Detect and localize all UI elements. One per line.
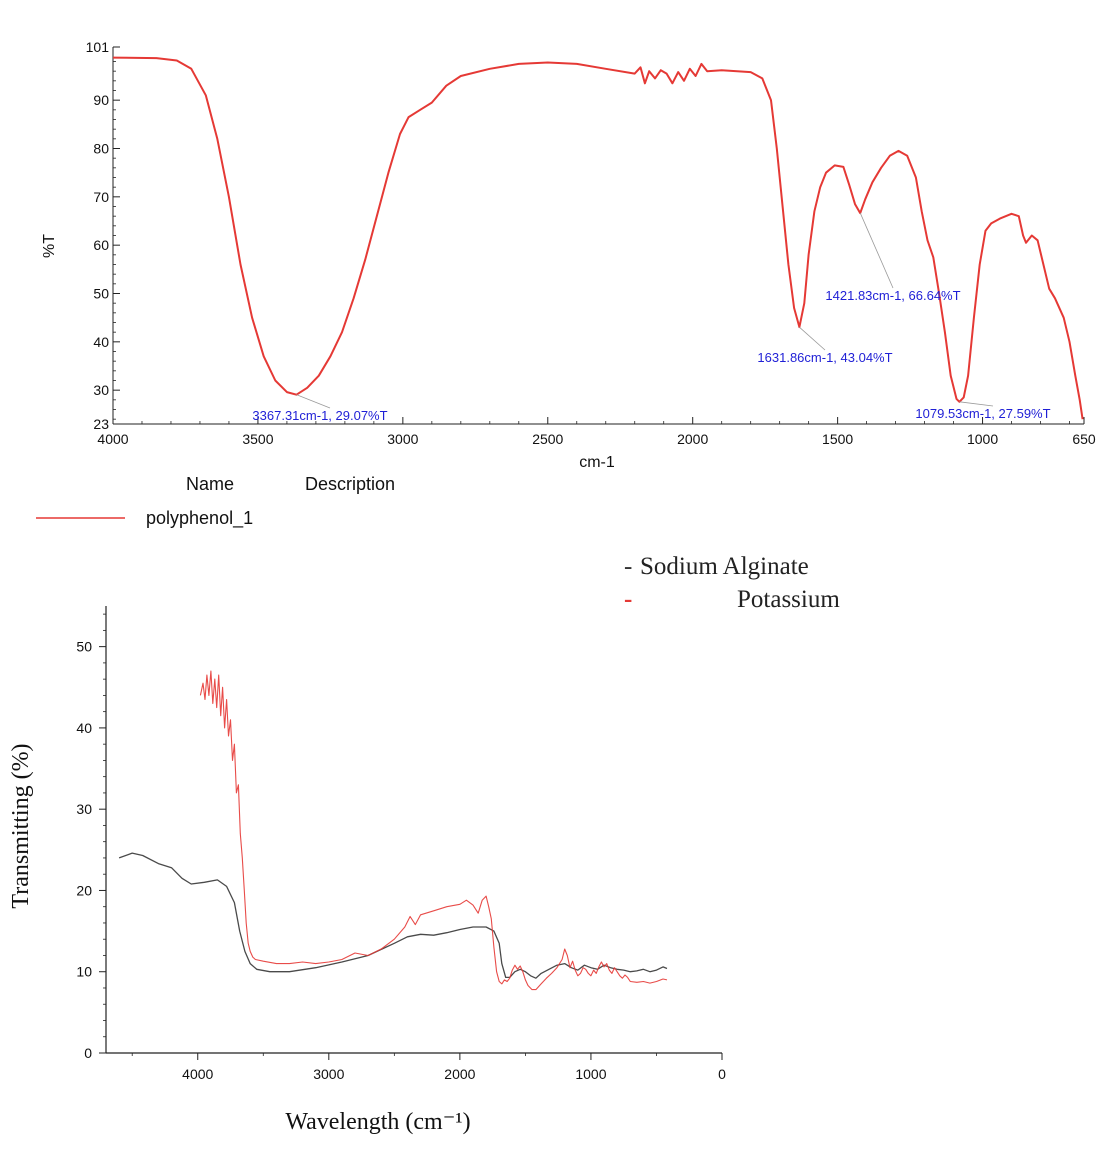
y-tick-label: 30: [93, 382, 109, 398]
legend-label-polyphenol: polyphenol_1: [146, 508, 253, 529]
y-tick-label: 101: [86, 39, 110, 55]
peak-annotation: 1631.86cm-1, 43.04%T: [757, 350, 892, 365]
x-tick-label: 1000: [575, 1066, 606, 1082]
y-tick-label: 90: [93, 92, 109, 108]
annotation-leader-line: [959, 401, 994, 407]
x-tick-label: 4000: [182, 1066, 213, 1082]
y-tick-label: 0: [84, 1045, 92, 1061]
x-tick-label: 1500: [822, 431, 853, 447]
peak-annotation: 1079.53cm-1, 27.59%T: [915, 406, 1050, 421]
y-tick-label: 80: [93, 141, 109, 157]
annotation-leader-line: [859, 212, 894, 289]
series-line-sodium-alginate: [118, 852, 668, 979]
legend-header-description: Description: [305, 474, 395, 494]
legend-marker-sodium-alginate: -: [624, 553, 632, 580]
annotation-leader-line: [799, 326, 826, 351]
x-tick-label: 4000: [97, 431, 128, 447]
y-tick-label: 30: [76, 801, 92, 817]
legend-marker-potassium: -: [624, 586, 632, 613]
y-tick-label: 40: [76, 720, 92, 736]
y-tick-label: 40: [93, 334, 109, 350]
peak-annotation: 3367.31cm-1, 29.07%T: [252, 408, 387, 423]
x-tick-label: 2000: [677, 431, 708, 447]
y-tick-label: 50: [93, 286, 109, 302]
x-tick-label: 0: [718, 1066, 726, 1082]
y-axis-title: Transmitting (%): [8, 743, 34, 908]
series-line-polyphenol: [112, 56, 1084, 420]
x-tick-label: 3500: [242, 431, 273, 447]
y-tick-label: 70: [93, 189, 109, 205]
x-axis-title: Wavelength (cm⁻¹): [285, 1109, 470, 1135]
x-tick-label: 3000: [387, 431, 418, 447]
peak-annotation: 1421.83cm-1, 66.64%T: [825, 288, 960, 303]
y-tick-label: 60: [93, 237, 109, 253]
legend-label-potassium: Potassium: [737, 586, 840, 613]
x-axis-title: cm-1: [579, 454, 615, 471]
x-tick-label: 2500: [532, 431, 563, 447]
y-axis-title: %T: [41, 234, 58, 258]
y-tick-label: 23: [93, 416, 109, 432]
y-tick-label: 50: [76, 639, 92, 655]
x-tick-label: 1000: [967, 431, 998, 447]
legend-header-name: Name: [186, 474, 234, 494]
x-tick-label: 650: [1072, 431, 1096, 447]
x-tick-label: 2000: [444, 1066, 475, 1082]
y-tick-label: 20: [76, 882, 92, 898]
x-tick-label: 3000: [313, 1066, 344, 1082]
ftir-chart-alginate-potassium: 0 10 20 30 40 50 4000 3000 2000 1000 0 Wavelength (…: [8, 553, 840, 1135]
legend-label-sodium-alginate: Sodium Alginate: [640, 553, 809, 580]
series-line-potassium: [199, 670, 668, 991]
annotation-leader-line: [296, 394, 331, 409]
y-tick-label: 10: [76, 964, 92, 980]
